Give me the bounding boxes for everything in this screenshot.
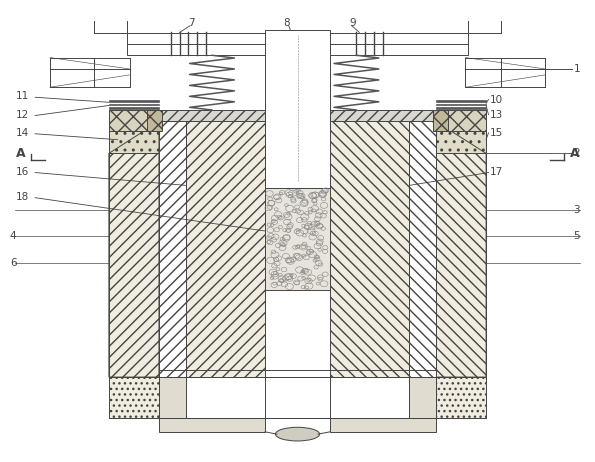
Text: 2: 2 bbox=[574, 148, 580, 158]
Text: 17: 17 bbox=[490, 167, 503, 176]
Bar bbox=[109, 110, 159, 131]
Bar bbox=[186, 122, 265, 377]
Bar bbox=[330, 122, 409, 377]
Bar bbox=[159, 377, 186, 418]
Text: 4: 4 bbox=[10, 231, 17, 241]
Text: A: A bbox=[15, 147, 26, 160]
Bar bbox=[409, 122, 436, 377]
Text: 11: 11 bbox=[15, 91, 29, 101]
Polygon shape bbox=[330, 418, 436, 432]
Polygon shape bbox=[159, 418, 265, 432]
Bar bbox=[109, 103, 159, 105]
Bar bbox=[159, 110, 265, 122]
Bar bbox=[109, 377, 159, 418]
Bar bbox=[109, 107, 159, 109]
Text: 6: 6 bbox=[10, 258, 17, 268]
Text: 10: 10 bbox=[490, 95, 503, 104]
Bar bbox=[159, 122, 186, 377]
Bar bbox=[147, 110, 162, 131]
Bar bbox=[265, 377, 330, 418]
Bar bbox=[436, 377, 486, 418]
Bar bbox=[330, 110, 436, 122]
Text: 7: 7 bbox=[189, 18, 195, 28]
Bar bbox=[436, 110, 486, 131]
Bar bbox=[159, 110, 436, 122]
Bar bbox=[159, 110, 436, 115]
Bar bbox=[433, 110, 448, 131]
Bar bbox=[109, 153, 159, 377]
Text: 12: 12 bbox=[15, 109, 29, 120]
Text: 9: 9 bbox=[349, 18, 356, 28]
Text: 15: 15 bbox=[490, 128, 503, 138]
Bar bbox=[436, 100, 486, 102]
Text: 13: 13 bbox=[490, 109, 503, 120]
Bar bbox=[109, 131, 159, 153]
Bar bbox=[265, 188, 330, 290]
Bar bbox=[265, 30, 330, 188]
Bar bbox=[127, 33, 468, 55]
Text: 5: 5 bbox=[574, 231, 580, 241]
Bar bbox=[436, 107, 486, 109]
Text: 3: 3 bbox=[574, 206, 580, 215]
Text: 16: 16 bbox=[15, 167, 29, 176]
Bar bbox=[436, 153, 486, 377]
Ellipse shape bbox=[275, 427, 320, 441]
Bar bbox=[436, 103, 486, 105]
Bar bbox=[409, 377, 436, 418]
Text: 8: 8 bbox=[283, 18, 289, 28]
Text: 18: 18 bbox=[15, 192, 29, 202]
Text: 14: 14 bbox=[15, 128, 29, 138]
Bar bbox=[109, 100, 159, 102]
Bar bbox=[436, 131, 486, 153]
Text: 1: 1 bbox=[574, 64, 580, 74]
Text: A: A bbox=[569, 147, 580, 160]
